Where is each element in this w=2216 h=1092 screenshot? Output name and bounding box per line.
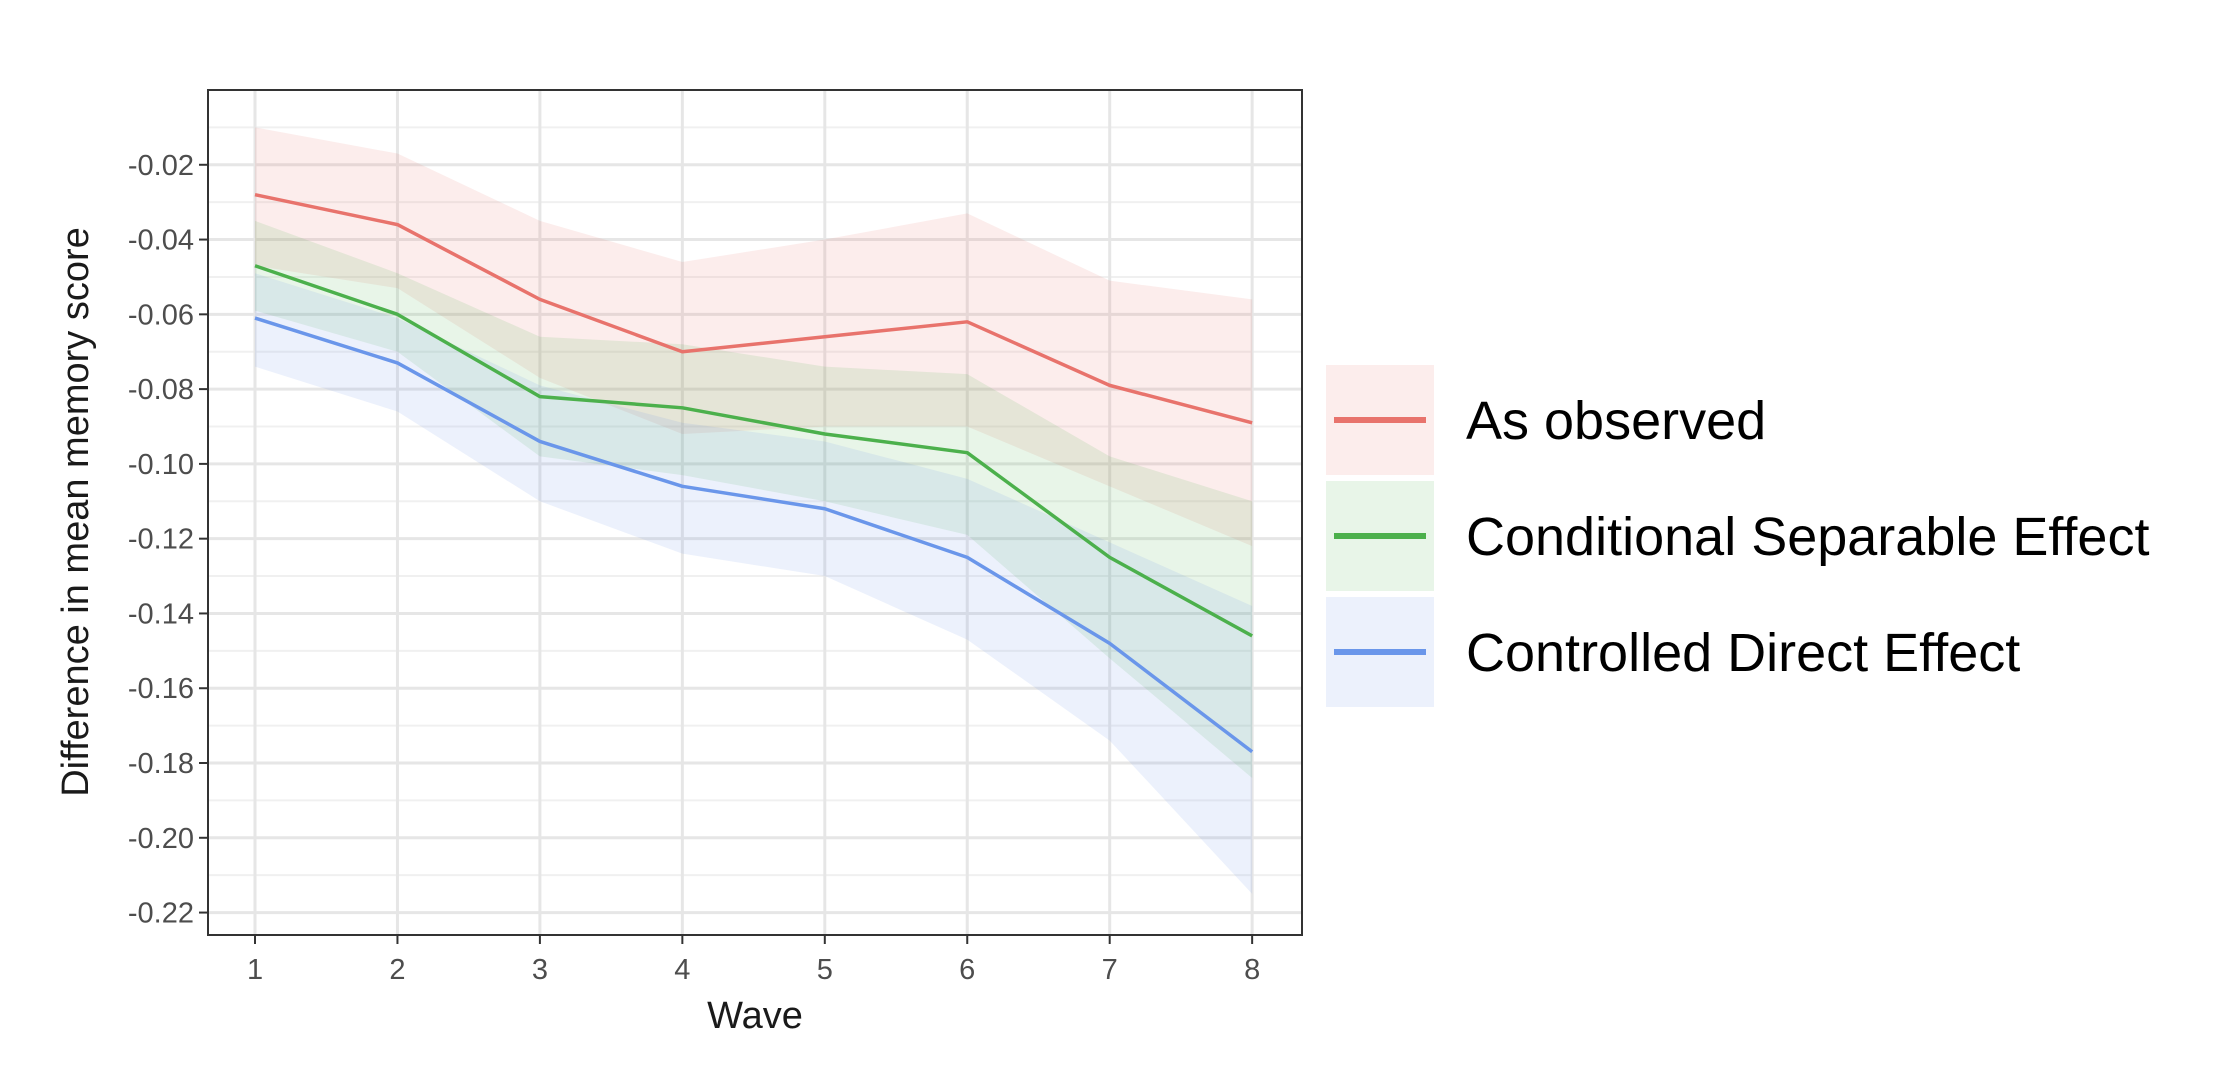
x-tick-label: 4 — [674, 954, 690, 986]
x-axis: 1 2 3 4 5 6 7 8 — [247, 935, 1260, 986]
y-tick-label: -0.20 — [128, 823, 194, 855]
major-gridlines — [208, 90, 1302, 935]
y-axis-title: Difference in mean memory score — [55, 227, 97, 797]
plot-panel — [207, 89, 1303, 936]
legend: As observed Conditional Separable Effect C… — [1326, 365, 2149, 707]
y-tick-label: -0.16 — [128, 673, 194, 705]
y-tick-label: -0.08 — [128, 374, 194, 406]
y-tick-label: -0.06 — [128, 299, 194, 331]
x-tick-label: 2 — [389, 954, 405, 986]
confidence-ribbons — [255, 127, 1253, 894]
series-line — [254, 316, 1254, 754]
x-tick-label: 8 — [1244, 954, 1260, 986]
x-tick-label: 6 — [959, 954, 975, 986]
confidence-ribbon — [255, 273, 1253, 894]
series-lines — [254, 192, 1254, 754]
y-axis: -0.02 -0.04 -0.06 -0.08 -0.10 -0.12 -0.14 -0.16… — [128, 150, 208, 930]
panel-border — [207, 89, 1303, 936]
y-tick-label: -0.04 — [128, 225, 194, 257]
x-tick-label: 5 — [817, 954, 833, 986]
x-tick-label: 3 — [532, 954, 548, 986]
y-tick-label: -0.18 — [128, 748, 194, 780]
y-tick-label: -0.14 — [128, 598, 194, 630]
confidence-ribbon — [255, 220, 1253, 778]
series-line — [254, 192, 1253, 425]
legend-label: As observed — [1466, 391, 1766, 451]
confidence-ribbon — [255, 127, 1253, 547]
y-tick-label: -0.12 — [128, 524, 194, 556]
x-axis-title: Wave — [707, 995, 803, 1037]
x-tick-label: 7 — [1102, 954, 1118, 986]
panel-background — [208, 90, 1302, 935]
y-tick-label: -0.10 — [128, 449, 194, 481]
legend-label: Controlled Direct Effect — [1466, 623, 2020, 683]
y-tick-label: -0.22 — [128, 898, 194, 930]
y-tick-label: -0.02 — [128, 150, 194, 182]
legend-label: Conditional Separable Effect — [1466, 507, 2149, 567]
series-line — [254, 264, 1253, 638]
x-tick-label: 1 — [247, 954, 263, 986]
